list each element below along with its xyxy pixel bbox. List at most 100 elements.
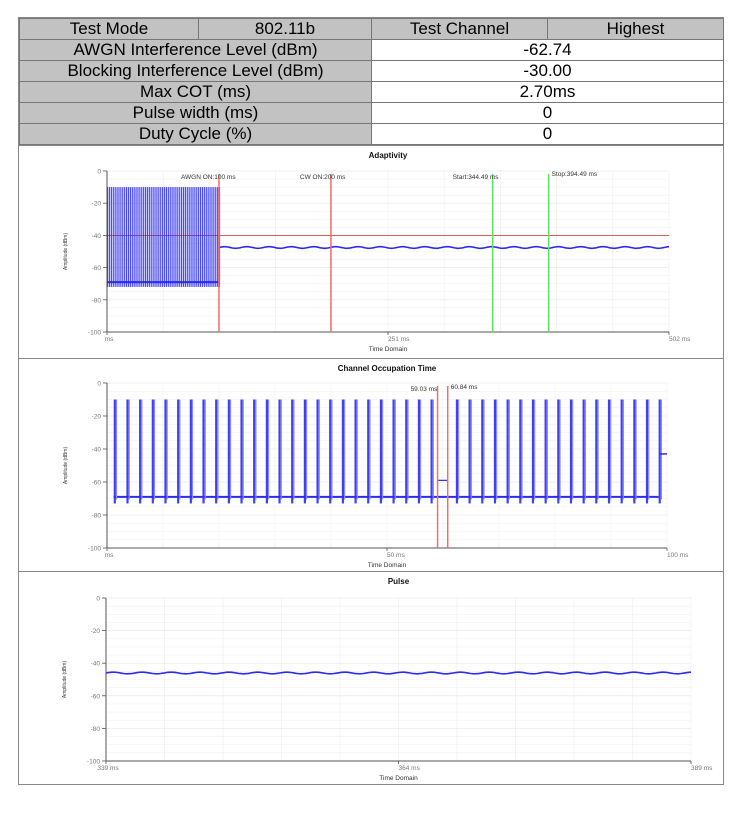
table-row: Duty Cycle (%) 0 — [19, 123, 724, 145]
trace-pulse — [154, 187, 156, 287]
trace-pulse — [209, 187, 211, 287]
trace-pulse-shadow — [622, 399, 624, 500]
trace-pulse — [468, 399, 471, 504]
trace-pulse — [165, 187, 168, 287]
trace-pulse-shadow — [280, 399, 282, 500]
trace-pulse — [151, 399, 154, 504]
trace-pulse — [341, 399, 345, 504]
trace-pulse — [506, 399, 509, 504]
adaptivity-chart: Adaptivity 0 -20 -40 -60 -80 -100 ms 251 ms 502 m… — [63, 151, 691, 353]
trace-pulse — [110, 187, 112, 287]
y-tick-label: -20 — [92, 201, 102, 208]
trace-pulse-shadow — [394, 399, 396, 500]
trace-pulse-shadow — [521, 399, 523, 500]
y-tick-label: -80 — [92, 513, 102, 520]
trace-pulse-shadow — [204, 399, 206, 500]
trace-pulse — [329, 399, 332, 504]
trace-pulse — [645, 399, 649, 504]
trace-pulse — [141, 187, 143, 287]
x-tick-label: 364 ms — [399, 765, 421, 772]
y-tick-label: -40 — [91, 661, 101, 668]
trace-pulse — [131, 187, 133, 287]
trace-pulse — [253, 399, 256, 504]
trace-pulse — [181, 187, 183, 287]
trace-pulse — [173, 187, 175, 287]
trace-line — [105, 671, 692, 675]
trace-pulse — [196, 187, 198, 287]
trace-pulse — [124, 187, 126, 287]
trace-pulse — [303, 399, 306, 504]
row-label: Pulse width (ms) — [19, 102, 372, 124]
trace-pulse-shadow — [508, 399, 510, 500]
trace-pulse — [203, 187, 205, 287]
trace-pulse — [162, 187, 164, 287]
marker-label: 60.84 ms — [451, 384, 478, 391]
trace-pulse — [125, 187, 128, 287]
pulse-chart-panel: Pulse 0 -20 -40 -60 -80 -100 339 ms 364 ms 389 ms… — [19, 571, 723, 784]
trace-pulse-shadow — [242, 399, 244, 500]
trace-pulse — [198, 187, 200, 287]
trace-pulse — [107, 187, 109, 287]
marker-label: 59.03 ms — [411, 386, 438, 393]
row-value: 0 — [371, 123, 724, 145]
trace-pulse — [215, 399, 218, 504]
table-row: Max COT (ms) 2.70ms — [19, 81, 724, 103]
table-row: AWGN Interference Level (dBm) -62.74 — [19, 39, 724, 61]
table-row: Pulse width (ms) 0 — [19, 102, 724, 124]
trace-pulse — [595, 399, 598, 504]
trace-line — [218, 245, 670, 250]
channel-occupation-time-chart: Channel Occupation Time 0 -20 -40 -60 -80 -100… — [63, 364, 689, 569]
trace-pulse-shadow — [534, 399, 536, 500]
trace-pulse — [179, 187, 181, 287]
chart-title: Adaptivity — [369, 151, 408, 160]
y-tick-label: -20 — [91, 628, 101, 635]
x-tick-label: ms — [105, 336, 114, 343]
trace-pulse — [316, 399, 319, 504]
trace-pulse — [126, 399, 129, 504]
trace-pulse — [139, 187, 141, 287]
table-header-row: Test Mode 802.11b Test Channel Highest — [19, 18, 724, 40]
chart-title: Channel Occupation Time — [338, 364, 437, 373]
trace-pulse — [417, 399, 421, 504]
trace-pulse-shadow — [496, 399, 498, 500]
y-tick-label: -80 — [92, 297, 102, 304]
trace-pulse — [213, 187, 215, 287]
y-tick-label: -100 — [87, 759, 100, 766]
trace-pulse — [202, 399, 205, 504]
y-axis-label: Amplitude (dBm) — [62, 661, 68, 699]
y-tick-label: -60 — [92, 480, 102, 487]
y-axis-label: Amplitude (dBm) — [63, 447, 69, 485]
trace-pulse — [430, 399, 433, 504]
trace-pulse-shadow — [584, 399, 586, 500]
trace-pulse — [207, 187, 209, 287]
test-channel-value: Highest — [547, 18, 724, 40]
trace-pulse — [135, 187, 137, 287]
trace-pulse-shadow — [344, 399, 346, 500]
trace-pulse — [139, 399, 142, 504]
trace-pulse — [143, 187, 145, 287]
x-axis-label: Time Domain — [379, 775, 418, 782]
row-label: Blocking Interference Level (dBm) — [19, 60, 372, 82]
trace-pulse-shadow — [217, 399, 219, 500]
trace-pulse — [150, 187, 152, 287]
trace-pulse — [137, 187, 139, 287]
trace-pulse — [118, 187, 120, 287]
trace-pulse-shadow — [179, 399, 181, 500]
trace-pulse — [188, 187, 190, 287]
table-row: Blocking Interference Level (dBm) -30.00 — [19, 60, 724, 82]
trace-pulse-shadow — [432, 399, 434, 500]
y-tick-label: 0 — [97, 169, 101, 176]
trace-pulse-shadow — [635, 399, 637, 500]
trace-pulse — [108, 187, 111, 287]
x-tick-label: 50 ms — [387, 552, 405, 559]
row-value: -30.00 — [371, 60, 724, 82]
x-tick-label: 100 ms — [667, 552, 689, 559]
trace-pulse — [379, 399, 383, 504]
trace-pulse — [205, 187, 207, 287]
x-tick-label: ms — [105, 552, 114, 559]
marker-label: CW ON:200 ms — [300, 174, 346, 181]
trace-pulse — [455, 399, 459, 504]
trace-pulse — [240, 399, 243, 504]
trace-pulse — [152, 187, 154, 287]
trace-pulse-shadow — [483, 399, 485, 500]
